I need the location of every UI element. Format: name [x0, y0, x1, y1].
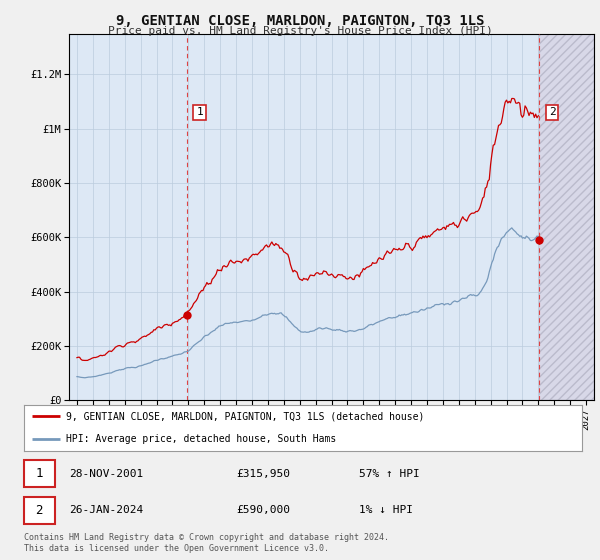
Bar [24, 460, 55, 487]
Text: Price paid vs. HM Land Registry's House Price Index (HPI): Price paid vs. HM Land Registry's House … [107, 26, 493, 36]
Text: £315,950: £315,950 [236, 469, 290, 479]
Text: 57% ↑ HPI: 57% ↑ HPI [359, 469, 419, 479]
Text: Contains HM Land Registry data © Crown copyright and database right 2024.
This d: Contains HM Land Registry data © Crown c… [24, 533, 389, 553]
Text: 1: 1 [196, 108, 203, 118]
Bar [24, 497, 55, 524]
Text: HPI: Average price, detached house, South Hams: HPI: Average price, detached house, Sout… [66, 435, 336, 444]
Text: 9, GENTIAN CLOSE, MARLDON, PAIGNTON, TQ3 1LS: 9, GENTIAN CLOSE, MARLDON, PAIGNTON, TQ3… [116, 14, 484, 28]
Text: 26-JAN-2024: 26-JAN-2024 [68, 505, 143, 515]
Text: 1: 1 [35, 467, 43, 480]
Text: 1% ↓ HPI: 1% ↓ HPI [359, 505, 413, 515]
Text: £590,000: £590,000 [236, 505, 290, 515]
Text: 2: 2 [35, 503, 43, 517]
Text: 28-NOV-2001: 28-NOV-2001 [68, 469, 143, 479]
Text: 2: 2 [549, 108, 556, 118]
Text: 9, GENTIAN CLOSE, MARLDON, PAIGNTON, TQ3 1LS (detached house): 9, GENTIAN CLOSE, MARLDON, PAIGNTON, TQ3… [66, 412, 424, 421]
Bar [539, 34, 594, 400]
